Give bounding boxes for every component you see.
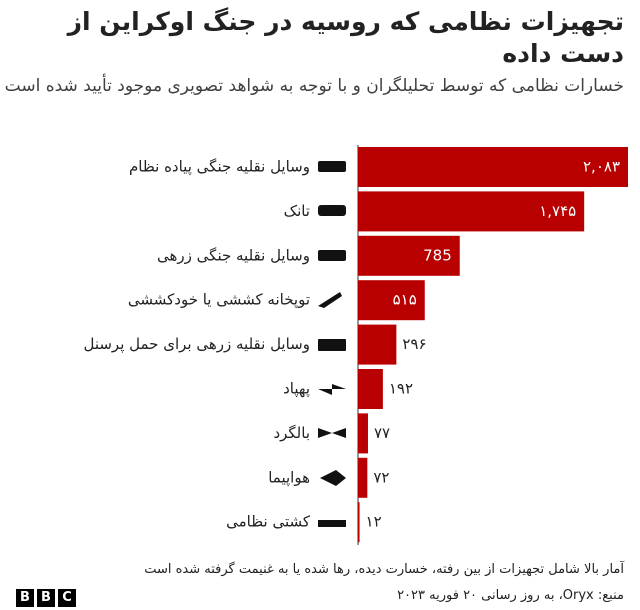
category-label: توپخانه کششی یا خودکششی	[128, 291, 310, 310]
category-label: تانک	[284, 202, 310, 220]
bar	[358, 235, 460, 276]
logo-letter: B	[16, 589, 34, 607]
bar	[358, 413, 368, 454]
category-label: وسایل نقلیه جنگی زرهی	[157, 246, 310, 264]
bar	[358, 280, 425, 321]
icon	[318, 339, 346, 351]
value-label: ۲۹۶	[402, 335, 426, 353]
logo-letter: B	[37, 589, 55, 607]
value-label: ۷۲	[373, 468, 389, 486]
category-label: پهپاد	[283, 380, 310, 399]
source: منبع: Oryx، به روز رسانی ۲۰ فوریه ۲۰۲۳	[397, 588, 624, 603]
category-label: کشتی نظامی	[226, 513, 311, 531]
category-label: بالگرد	[273, 424, 310, 442]
category-label: وسایل نقلیه جنگی پیاده نظام	[129, 158, 310, 177]
note: آمار بالا شامل تجهیزات از بین رفته، خسار…	[144, 562, 624, 577]
chart-subtitle: خسارات نظامی که توسط تحلیلگران و با توجه…	[4, 76, 624, 96]
icons	[318, 161, 346, 527]
category-label: هواپیما	[268, 468, 310, 487]
category-label: وسایل نقلیه زرهی برای حمل پرسنل	[83, 335, 310, 354]
bar	[358, 147, 628, 187]
value-label: ۵۱۵	[393, 291, 417, 309]
value-label: ۱,۷۴۵	[539, 202, 576, 220]
bar	[358, 369, 383, 409]
icon	[318, 384, 346, 395]
logo-letter: C	[58, 589, 76, 607]
icon	[318, 161, 346, 172]
bar	[358, 324, 397, 365]
icon	[318, 205, 346, 216]
bar	[358, 191, 585, 232]
icon	[320, 470, 346, 486]
chart: وسایل نقلیه جنگی پیاده نظام ۲,۰۸۳ تانک ۱,۷۴…	[83, 145, 628, 545]
value-label: ۱۲	[366, 513, 382, 531]
value-label: ۱۹۲	[389, 380, 413, 398]
icon	[318, 428, 346, 438]
icon	[318, 292, 342, 308]
value-label: ۲,۰۸۳	[583, 158, 620, 176]
chart-title: تجهیزات نظامی که روسیه در جنگ اوکراین از…	[67, 7, 624, 68]
bar	[358, 457, 368, 498]
icon	[318, 250, 346, 261]
value-label: 785	[423, 246, 452, 264]
value-label: ۷۷	[374, 424, 390, 442]
bar	[358, 502, 360, 543]
icon	[318, 520, 346, 527]
